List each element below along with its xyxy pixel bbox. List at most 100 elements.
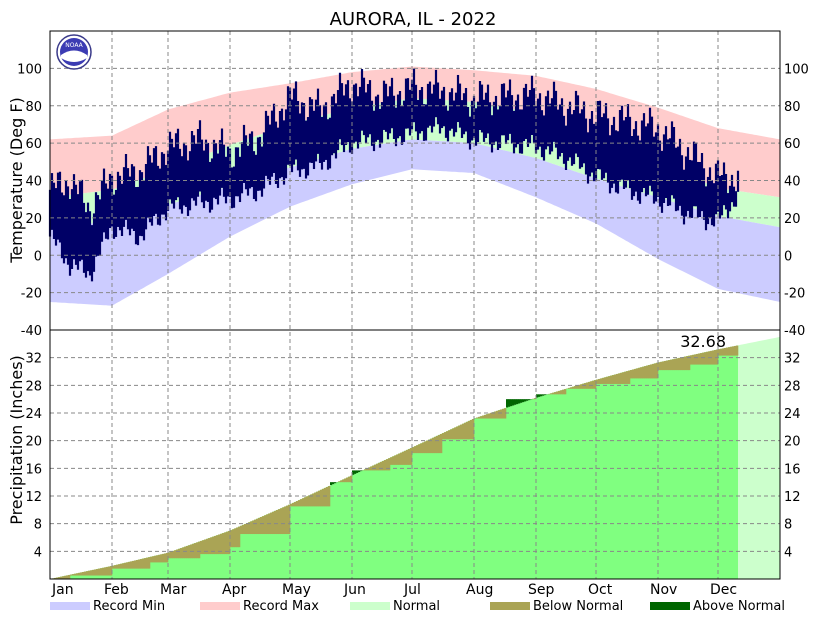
below-normal-segment [78, 572, 81, 576]
below-normal-segment [220, 533, 223, 555]
below-normal-segment [96, 569, 99, 576]
below-normal-segment [440, 433, 443, 454]
below-normal-segment [328, 486, 331, 507]
temperature-tick-label-left: 0 [34, 249, 42, 264]
below-normal-segment [400, 452, 403, 465]
temperature-tick-label-left: 80 [25, 100, 42, 115]
below-normal-segment [364, 469, 367, 471]
below-normal-segment [98, 568, 101, 576]
below-normal-segment [476, 417, 479, 419]
below-normal-segment [466, 421, 469, 440]
below-normal-segment [82, 572, 85, 576]
below-normal-segment [88, 570, 91, 576]
above-normal-segment [518, 399, 521, 404]
below-normal-segment [256, 518, 259, 535]
below-normal-segment [424, 441, 427, 454]
temperature-tick-label-right: 40 [784, 175, 801, 190]
below-normal-segment [480, 416, 483, 419]
below-normal-segment [442, 433, 445, 440]
below-normal-segment [618, 373, 621, 384]
below-normal-segment [132, 560, 135, 569]
temperature-panel: -40 -40 -20 -20 0 0 20 20 40 40 60 60 80 80 100 100 [17, 62, 809, 339]
below-normal-segment [232, 529, 235, 548]
below-normal-segment [240, 525, 243, 535]
temperature-tick-label-right: -20 [784, 287, 805, 302]
below-normal-segment [60, 576, 63, 579]
below-normal-segment [166, 552, 169, 563]
below-normal-segment [124, 562, 127, 569]
legend: Record Min Record Max Normal Below Normal Ab… [50, 599, 785, 614]
above-normal-segment [510, 399, 513, 407]
below-normal-segment [592, 380, 595, 389]
below-normal-segment [212, 536, 215, 555]
below-normal-segment [614, 374, 617, 384]
below-normal-segment [58, 577, 61, 579]
temperature-tick-label-right: 0 [784, 249, 792, 264]
temperature-tick-label-left: -20 [21, 287, 42, 302]
below-normal-segment [188, 545, 191, 559]
below-normal-segment [414, 446, 417, 454]
month-tick-label: Jul [403, 582, 421, 598]
below-normal-segment [266, 514, 269, 535]
below-normal-segment [704, 352, 707, 365]
below-normal-segment [736, 345, 739, 356]
below-normal-segment [408, 448, 411, 465]
above-normal-segment [542, 394, 545, 396]
below-normal-segment [228, 530, 231, 555]
below-normal-segment [688, 355, 691, 371]
above-normal-segment [538, 394, 541, 397]
precipitation-tick-label-left: 28 [25, 379, 42, 394]
below-normal-segment [278, 509, 281, 535]
below-normal-segment [172, 550, 175, 559]
below-normal-segment [152, 556, 155, 563]
below-normal-segment [74, 573, 77, 576]
below-normal-segment [464, 422, 467, 440]
below-normal-segment [470, 419, 473, 440]
below-normal-segment [622, 372, 625, 384]
below-normal-segment [218, 534, 221, 555]
month-tick-label: Aug [466, 582, 493, 598]
below-normal-segment [350, 475, 353, 483]
month-tick-label: Jan [51, 582, 74, 598]
below-normal-segment [110, 566, 113, 576]
temperature-tick-label-right: 60 [784, 137, 801, 152]
precipitation-tick-label-right: 12 [784, 490, 801, 505]
below-normal-segment [194, 543, 197, 559]
below-normal-segment [430, 438, 433, 454]
legend-label: Above Normal [693, 599, 785, 614]
below-normal-segment [586, 382, 589, 389]
below-normal-segment [472, 419, 475, 440]
below-normal-segment [262, 516, 265, 535]
below-normal-segment [396, 454, 399, 465]
below-normal-segment [142, 558, 145, 569]
below-normal-segment [554, 392, 557, 395]
legend-item: Below Normal [490, 599, 623, 614]
below-normal-segment [164, 553, 167, 563]
month-tick-label: Oct [588, 582, 613, 598]
below-normal-segment [640, 367, 643, 379]
below-normal-segment [130, 561, 133, 569]
below-normal-segment [392, 456, 395, 465]
below-normal-segment [462, 423, 465, 440]
below-normal-segment [426, 440, 429, 454]
below-normal-segment [90, 570, 93, 576]
precipitation-tick-label-left: 4 [34, 545, 42, 560]
below-normal-segment [326, 486, 329, 507]
below-normal-segment [226, 531, 229, 555]
below-normal-segment [486, 414, 489, 419]
below-normal-segment [732, 346, 735, 356]
precipitation-tick-label-right: 4 [784, 545, 792, 560]
below-normal-segment [722, 348, 725, 356]
below-normal-segment [294, 501, 297, 507]
plot-frame [49, 30, 781, 580]
below-normal-segment [108, 566, 111, 576]
below-normal-segment [272, 511, 275, 535]
below-normal-segment [270, 512, 273, 535]
below-normal-segment [682, 357, 685, 371]
legend-item: Above Normal [650, 599, 785, 614]
below-normal-segment [422, 442, 425, 454]
below-normal-segment [650, 364, 653, 379]
below-normal-segment [560, 390, 563, 395]
month-tick-label: Dec [710, 582, 737, 598]
